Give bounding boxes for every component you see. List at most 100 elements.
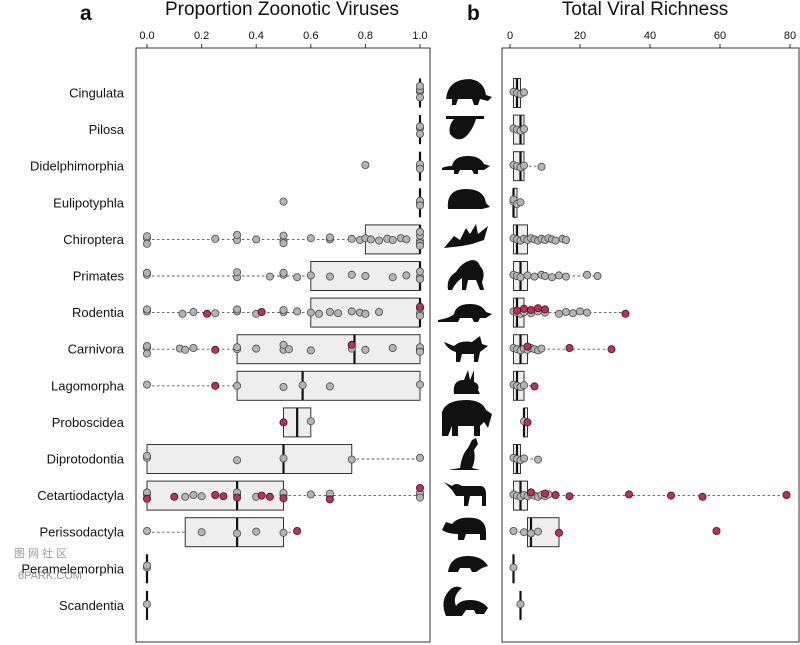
data-point bbox=[233, 268, 242, 277]
data-point bbox=[142, 527, 151, 536]
data-point bbox=[415, 347, 424, 356]
data-point bbox=[548, 273, 557, 282]
x-tick-label: 40 bbox=[644, 30, 656, 42]
boxplot-chiroptera bbox=[509, 224, 571, 255]
boxplot-didelphimorphia bbox=[361, 151, 424, 181]
data-point-highlight bbox=[211, 490, 220, 499]
data-point bbox=[189, 490, 198, 499]
boxplot-scandentia bbox=[142, 590, 151, 620]
data-point-highlight bbox=[513, 306, 522, 315]
boxplot-rodentia bbox=[509, 297, 630, 328]
monkey-icon bbox=[447, 260, 484, 290]
data-point-highlight bbox=[565, 343, 574, 352]
data-point-highlight bbox=[293, 527, 302, 536]
data-point bbox=[361, 345, 370, 354]
data-point bbox=[562, 235, 571, 244]
data-point bbox=[527, 529, 536, 538]
data-point bbox=[142, 305, 151, 314]
boxplot-peramelemorphia bbox=[509, 554, 518, 584]
data-point bbox=[293, 307, 302, 316]
data-point-highlight bbox=[279, 418, 288, 427]
data-point bbox=[306, 417, 315, 426]
order-labels: Cingulata Pilosa Didelphimorphia Eulipotyph… bbox=[21, 86, 124, 613]
data-point bbox=[415, 227, 424, 236]
data-point-highlight bbox=[565, 492, 574, 501]
data-point bbox=[211, 234, 220, 243]
boxplot-scandentia bbox=[516, 590, 525, 620]
data-point bbox=[415, 453, 424, 462]
data-point-highlight bbox=[219, 492, 228, 501]
data-point bbox=[142, 561, 151, 570]
data-point bbox=[520, 381, 529, 390]
boxplot-cetartiodactyla bbox=[509, 480, 791, 511]
order-label: Chiroptera bbox=[63, 232, 124, 247]
boxplot-carnivora bbox=[142, 334, 424, 365]
data-point bbox=[516, 198, 525, 207]
data-point bbox=[415, 93, 424, 102]
data-point bbox=[314, 309, 323, 318]
data-point bbox=[415, 267, 424, 276]
data-point bbox=[534, 527, 543, 536]
data-point-highlight bbox=[527, 305, 536, 314]
data-point bbox=[415, 122, 424, 131]
x-tick-label: 0 bbox=[507, 30, 513, 42]
data-point bbox=[306, 308, 315, 317]
order-label: Primates bbox=[73, 269, 125, 284]
boxplot-rodentia bbox=[142, 297, 424, 328]
kangaroo-icon bbox=[448, 438, 480, 470]
data-point bbox=[233, 381, 242, 390]
data-point-highlight bbox=[415, 483, 424, 492]
elephant-icon bbox=[442, 400, 492, 436]
data-point bbox=[347, 270, 356, 279]
data-point bbox=[520, 88, 529, 97]
data-point-highlight bbox=[265, 492, 274, 501]
boxplot-diprotodontia bbox=[509, 444, 543, 474]
data-point bbox=[306, 346, 315, 355]
data-point bbox=[537, 344, 546, 353]
data-point bbox=[375, 236, 384, 245]
data-point bbox=[534, 455, 543, 464]
x-tick-label: 0.6 bbox=[303, 30, 318, 42]
watermark-line-2: 6PARK.COM bbox=[18, 570, 82, 582]
data-point-highlight bbox=[257, 307, 266, 316]
boxplot-cetartiodactyla bbox=[142, 480, 424, 511]
data-point bbox=[523, 271, 532, 280]
data-point-highlight bbox=[347, 340, 356, 349]
rhino-icon bbox=[442, 517, 486, 540]
data-point bbox=[388, 273, 397, 282]
data-point bbox=[279, 231, 288, 240]
data-point bbox=[583, 308, 592, 317]
x-tick-label: 0.4 bbox=[249, 30, 264, 42]
data-point bbox=[252, 235, 261, 244]
order-label: Eulipotyphla bbox=[53, 195, 125, 210]
data-point bbox=[509, 527, 518, 536]
data-point-highlight bbox=[257, 491, 266, 500]
x-tick-label: 0.2 bbox=[194, 30, 209, 42]
data-point-highlight bbox=[621, 309, 630, 318]
boxplot-eulipotyphla bbox=[509, 187, 525, 218]
data-point bbox=[402, 271, 411, 280]
data-point bbox=[415, 275, 424, 284]
data-point bbox=[509, 563, 518, 572]
boxplot-lagomorpha bbox=[509, 370, 539, 401]
data-point bbox=[279, 268, 288, 277]
data-point bbox=[415, 164, 424, 173]
boxplot-cingulata bbox=[415, 78, 424, 108]
data-point bbox=[197, 528, 206, 537]
rabbit-icon bbox=[453, 370, 480, 394]
data-point-highlight bbox=[551, 490, 560, 499]
order-label: Peramelemorphia bbox=[21, 561, 124, 576]
data-point-highlight bbox=[530, 382, 539, 391]
data-point bbox=[415, 129, 424, 138]
x-tick-label: 80 bbox=[784, 30, 796, 42]
data-point bbox=[347, 234, 356, 243]
data-point bbox=[388, 343, 397, 352]
panel-b-boxplots bbox=[509, 78, 791, 620]
boxplot-proboscidea bbox=[520, 407, 532, 438]
data-point bbox=[306, 234, 315, 243]
box bbox=[527, 517, 560, 548]
data-point-highlight bbox=[667, 491, 676, 500]
data-point bbox=[415, 201, 424, 210]
data-point bbox=[181, 492, 190, 501]
panel-b-x-axis: 0 20 40 60 80 bbox=[507, 30, 796, 48]
